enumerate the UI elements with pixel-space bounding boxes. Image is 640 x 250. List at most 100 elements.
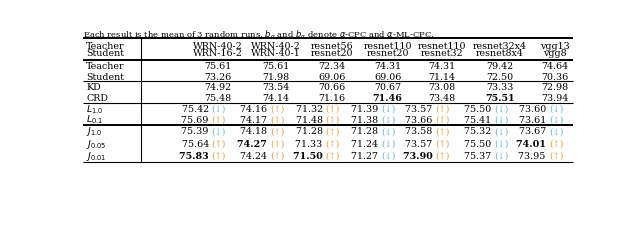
Text: (↑): (↑) (326, 104, 340, 114)
Text: 73.26: 73.26 (204, 72, 232, 81)
Text: (↓): (↓) (381, 127, 396, 136)
Text: 73.90: 73.90 (403, 151, 436, 160)
Text: KD: KD (86, 83, 101, 92)
Text: 73.67: 73.67 (518, 127, 549, 136)
Text: (↓): (↓) (494, 115, 508, 124)
Text: 73.60: 73.60 (518, 104, 549, 114)
Text: 71.50: 71.50 (292, 151, 326, 160)
Text: 79.42: 79.42 (486, 62, 514, 70)
Text: Teacher: Teacher (86, 62, 125, 70)
Text: 73.57: 73.57 (406, 139, 436, 148)
Text: (↓): (↓) (494, 104, 508, 114)
Text: 75.32: 75.32 (463, 127, 494, 136)
Text: 74.92: 74.92 (204, 83, 232, 92)
Text: resnet110: resnet110 (364, 42, 412, 50)
Text: 73.54: 73.54 (262, 83, 290, 92)
Text: (↓): (↓) (381, 115, 396, 124)
Text: 71.39: 71.39 (351, 104, 381, 114)
Text: 70.67: 70.67 (374, 83, 401, 92)
Text: vgg8: vgg8 (543, 49, 567, 58)
Text: 74.64: 74.64 (541, 62, 568, 70)
Text: (↑): (↑) (212, 151, 226, 160)
Text: (↓): (↓) (494, 139, 508, 148)
Text: $J_{0.01}$: $J_{0.01}$ (86, 149, 107, 162)
Text: 71.46: 71.46 (372, 94, 403, 103)
Text: 71.14: 71.14 (428, 72, 456, 81)
Text: 74.31: 74.31 (374, 62, 401, 70)
Text: (↑): (↑) (326, 115, 340, 124)
Text: Student: Student (86, 49, 124, 58)
Text: (↑): (↑) (270, 151, 284, 160)
Text: 74.24: 74.24 (240, 151, 270, 160)
Text: (↑): (↑) (436, 115, 450, 124)
Text: $J_{0.05}$: $J_{0.05}$ (86, 137, 107, 150)
Text: Each result is the mean of 3 random runs. $b_{\alpha}$ and $b_{\alpha}$ denote $: Each result is the mean of 3 random runs… (83, 28, 435, 41)
Text: vgg13: vgg13 (540, 42, 570, 50)
Text: (↓): (↓) (549, 104, 563, 114)
Text: 70.66: 70.66 (318, 83, 346, 92)
Text: 71.28: 71.28 (296, 127, 326, 136)
Text: 75.50: 75.50 (463, 104, 494, 114)
Text: (↑): (↑) (436, 104, 450, 114)
Text: resnet8x4: resnet8x4 (476, 49, 524, 58)
Text: 71.33: 71.33 (296, 139, 326, 148)
Text: CRD: CRD (86, 94, 108, 103)
Text: 75.51: 75.51 (485, 94, 515, 103)
Text: (↓): (↓) (381, 104, 396, 114)
Text: (↑): (↑) (212, 139, 226, 148)
Text: 73.61: 73.61 (518, 115, 549, 124)
Text: (↓): (↓) (212, 127, 226, 136)
Text: 70.36: 70.36 (541, 72, 569, 81)
Text: 73.66: 73.66 (405, 115, 436, 124)
Text: 74.01: 74.01 (516, 139, 549, 148)
Text: 73.58: 73.58 (406, 127, 436, 136)
Text: (↑): (↑) (436, 151, 450, 160)
Text: 71.16: 71.16 (318, 94, 346, 103)
Text: 72.50: 72.50 (486, 72, 514, 81)
Text: (↑): (↑) (436, 127, 450, 136)
Text: 71.24: 71.24 (351, 139, 381, 148)
Text: 75.50: 75.50 (463, 139, 494, 148)
Text: 72.98: 72.98 (541, 83, 568, 92)
Text: WRN-16-2: WRN-16-2 (193, 49, 243, 58)
Text: WRN-40-1: WRN-40-1 (252, 49, 301, 58)
Text: 75.39: 75.39 (181, 127, 212, 136)
Text: (↓): (↓) (549, 127, 563, 136)
Text: 73.95: 73.95 (518, 151, 549, 160)
Text: 74.27: 74.27 (237, 139, 270, 148)
Text: (↓): (↓) (381, 151, 396, 160)
Text: 69.06: 69.06 (318, 72, 346, 81)
Text: (↑): (↑) (270, 115, 284, 124)
Text: (↓): (↓) (494, 151, 508, 160)
Text: $L_{0.1}$: $L_{0.1}$ (86, 114, 104, 126)
Text: (↑): (↑) (326, 139, 340, 148)
Text: resnet32: resnet32 (420, 49, 463, 58)
Text: 74.18: 74.18 (240, 127, 270, 136)
Text: 74.17: 74.17 (240, 115, 270, 124)
Text: 69.06: 69.06 (374, 72, 401, 81)
Text: resnet56: resnet56 (310, 42, 353, 50)
Text: (↑): (↑) (326, 151, 340, 160)
Text: (↓): (↓) (212, 104, 226, 114)
Text: (↑): (↑) (270, 139, 284, 148)
Text: 75.69: 75.69 (181, 115, 212, 124)
Text: $J_{1.0}$: $J_{1.0}$ (86, 125, 102, 138)
Text: 75.61: 75.61 (262, 62, 290, 70)
Text: resnet20: resnet20 (367, 49, 409, 58)
Text: (↓): (↓) (494, 127, 508, 136)
Text: WRN-40-2: WRN-40-2 (252, 42, 301, 50)
Text: 71.48: 71.48 (296, 115, 326, 124)
Text: Student: Student (86, 72, 124, 81)
Text: 74.14: 74.14 (262, 94, 289, 103)
Text: (↓): (↓) (381, 139, 396, 148)
Text: 73.08: 73.08 (428, 83, 456, 92)
Text: 74.31: 74.31 (428, 62, 456, 70)
Text: $L_{1.0}$: $L_{1.0}$ (86, 103, 104, 115)
Text: 73.33: 73.33 (486, 83, 514, 92)
Text: 75.42: 75.42 (182, 104, 212, 114)
Text: (↑): (↑) (549, 139, 563, 148)
Text: 73.94: 73.94 (541, 94, 569, 103)
Text: 75.41: 75.41 (464, 115, 494, 124)
Text: resnet110: resnet110 (418, 42, 466, 50)
Text: 71.27: 71.27 (351, 151, 381, 160)
